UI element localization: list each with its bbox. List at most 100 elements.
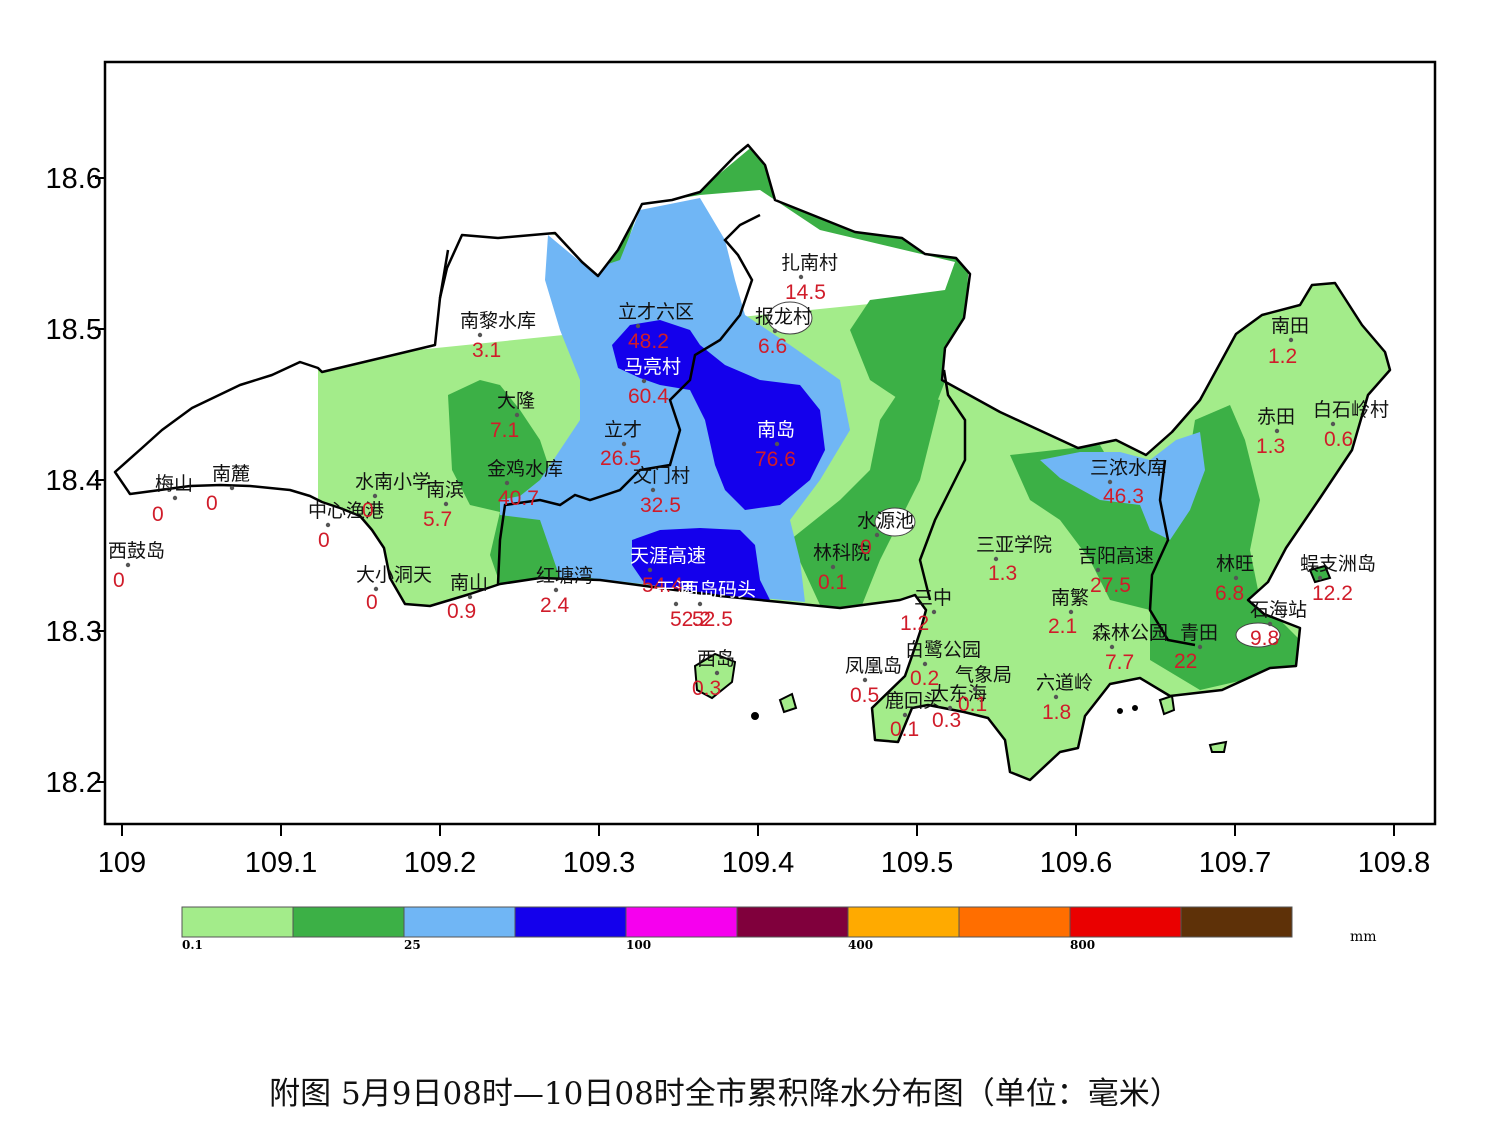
x-tick-label: 109.5 xyxy=(881,847,954,879)
station-value: 0 xyxy=(860,536,872,559)
station-dot xyxy=(874,532,880,538)
station-dot xyxy=(477,332,483,338)
station-marker: 鹿回头 0.1 xyxy=(885,690,942,741)
legend: 0.1 25 100 400 800 mm xyxy=(181,906,1377,952)
station-marker: 石海站 9.8 xyxy=(1250,599,1307,650)
station-value: 48.2 xyxy=(628,330,669,353)
station-dot xyxy=(798,274,804,280)
station-value: 0 xyxy=(206,492,218,515)
station-value: 0.9 xyxy=(447,600,476,623)
station-name: 文门村 xyxy=(633,465,690,487)
station-dot xyxy=(993,556,999,562)
station-dot xyxy=(947,705,953,711)
station-marker: 凤凰岛 0.5 xyxy=(845,655,902,707)
station-name: 天涯 xyxy=(656,579,694,601)
station-name: 白鹭公园 xyxy=(905,639,981,661)
station-marker: 水源池 0 xyxy=(857,510,914,559)
axis-ticks: 109 109.1 109.2 109.3 109.4 109.5 109.6 109.7 10… xyxy=(46,163,1431,879)
station-name: 南田 xyxy=(1271,315,1309,337)
station-value: 52.2 xyxy=(670,608,711,631)
station-value: 1.2 xyxy=(1268,345,1297,368)
station-dot xyxy=(1267,621,1273,627)
station-marker: 林科院 0.1 xyxy=(813,542,870,594)
station-marker: 三中 1.2 xyxy=(900,587,952,635)
station-dot xyxy=(1288,337,1294,343)
station-dot xyxy=(373,586,379,592)
y-tick-label: 18.4 xyxy=(46,465,102,497)
station-name: 南山 xyxy=(450,572,488,594)
station-dot xyxy=(931,609,937,615)
station-value: 26.5 xyxy=(600,447,641,470)
y-tick-label: 18.5 xyxy=(46,314,102,346)
station-dot xyxy=(1053,694,1059,700)
legend-label: 25 xyxy=(404,938,421,952)
station-marker: 立才 26.5 xyxy=(600,419,642,470)
station-marker: 南麓 0 xyxy=(206,463,250,515)
station-name: 扎南村 xyxy=(781,252,838,274)
station-name: 六道岭 xyxy=(1036,672,1093,694)
station-value: 46.3 xyxy=(1103,485,1144,508)
station-value: 40.7 xyxy=(498,487,539,510)
station-name: 凤凰岛 xyxy=(845,655,902,677)
station-marker: 大东海 0.3 xyxy=(930,683,987,732)
x-tick-label: 109.6 xyxy=(1040,847,1113,879)
station-marker: 马亮村 60.4 xyxy=(624,356,681,408)
x-tick-label: 109.1 xyxy=(245,847,318,879)
station-dot xyxy=(1317,575,1323,581)
station-name: 三中 xyxy=(914,587,952,609)
station-dot xyxy=(621,441,627,447)
station-marker: 南繁 2.1 xyxy=(1048,587,1089,638)
station-marker: 白鹭公园 0.2 xyxy=(905,639,981,690)
x-tick-label: 109.2 xyxy=(404,847,477,879)
station-value: 54.4 xyxy=(642,574,683,597)
legend-swatch xyxy=(292,906,405,938)
y-tick-label: 18.3 xyxy=(46,616,102,648)
station-marker: 三浓水库 46.3 xyxy=(1090,457,1166,508)
y-tick-label: 18.6 xyxy=(46,163,102,195)
station-dot xyxy=(514,412,520,418)
station-name: 南岛 xyxy=(757,419,795,441)
station-dot xyxy=(1274,428,1280,434)
station-value: 0 xyxy=(113,569,125,592)
station-name: 石海站 xyxy=(1250,599,1307,621)
islands xyxy=(693,564,1332,753)
x-tick-label: 109.8 xyxy=(1358,847,1431,879)
legend-swatch xyxy=(514,906,627,938)
station-dot xyxy=(1233,575,1239,581)
station-marker: 吉阳高速 27.5 xyxy=(1078,545,1154,597)
station-marker: 西岛码头 52.5 xyxy=(680,579,756,631)
station-marker: 大小洞天 0 xyxy=(356,564,432,614)
station-value: 2.4 xyxy=(540,594,570,617)
station-value: 6.6 xyxy=(758,335,787,358)
station-value: 12.2 xyxy=(1312,582,1353,605)
legend-label: 0.1 xyxy=(182,938,203,952)
legend-swatch xyxy=(625,906,738,938)
station-name: 森林公园 xyxy=(1092,622,1168,644)
station-name: 白石岭村 xyxy=(1313,399,1389,421)
station-name: 南滨 xyxy=(426,479,464,501)
station-marker: 红塘湾 2.4 xyxy=(536,565,593,617)
station-name: 红塘湾 xyxy=(536,565,593,587)
station-name: 中心渔港 xyxy=(308,500,384,522)
station-value: 1.3 xyxy=(1256,435,1285,458)
legend-unit: mm xyxy=(1350,929,1377,945)
legend-swatch xyxy=(958,906,1071,938)
station-dot xyxy=(714,670,720,676)
station-marker: 金鸡水库 40.7 xyxy=(487,458,563,510)
station-marker: 扎南村 14.5 xyxy=(781,252,838,304)
station-dot xyxy=(229,485,235,491)
station-value: 0.1 xyxy=(818,571,847,594)
legend-swatch xyxy=(1180,906,1293,938)
station-value: 52.5 xyxy=(692,608,733,631)
station-value: 0 xyxy=(366,591,378,614)
station-marker: 西岛 0.3 xyxy=(692,648,735,700)
station-name: 青田 xyxy=(1180,622,1218,644)
legend-swatch xyxy=(1069,906,1182,938)
station-marker: 六道岭 1.8 xyxy=(1036,672,1093,724)
station-name: 鹿回头 xyxy=(885,690,942,712)
station-marker: 天涯高速 54.4 xyxy=(630,545,706,597)
station-value: 2.1 xyxy=(1048,615,1077,638)
station-value: 0.3 xyxy=(932,709,961,732)
station-value: 0.3 xyxy=(692,677,721,700)
